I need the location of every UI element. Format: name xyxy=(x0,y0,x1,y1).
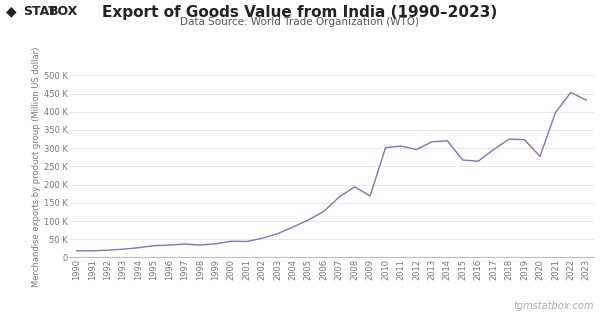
Text: STAT: STAT xyxy=(23,5,56,18)
Text: ◆: ◆ xyxy=(6,5,17,19)
Text: BOX: BOX xyxy=(49,5,79,18)
Text: tgmstatbox.com: tgmstatbox.com xyxy=(514,301,594,311)
Text: Data Source: World Trade Organization (WTO): Data Source: World Trade Organization (W… xyxy=(181,17,419,27)
Text: Export of Goods Value from India (1990–2023): Export of Goods Value from India (1990–2… xyxy=(103,5,497,20)
Y-axis label: Merchandise exports by product group (Million US dollar): Merchandise exports by product group (Mi… xyxy=(32,46,41,287)
